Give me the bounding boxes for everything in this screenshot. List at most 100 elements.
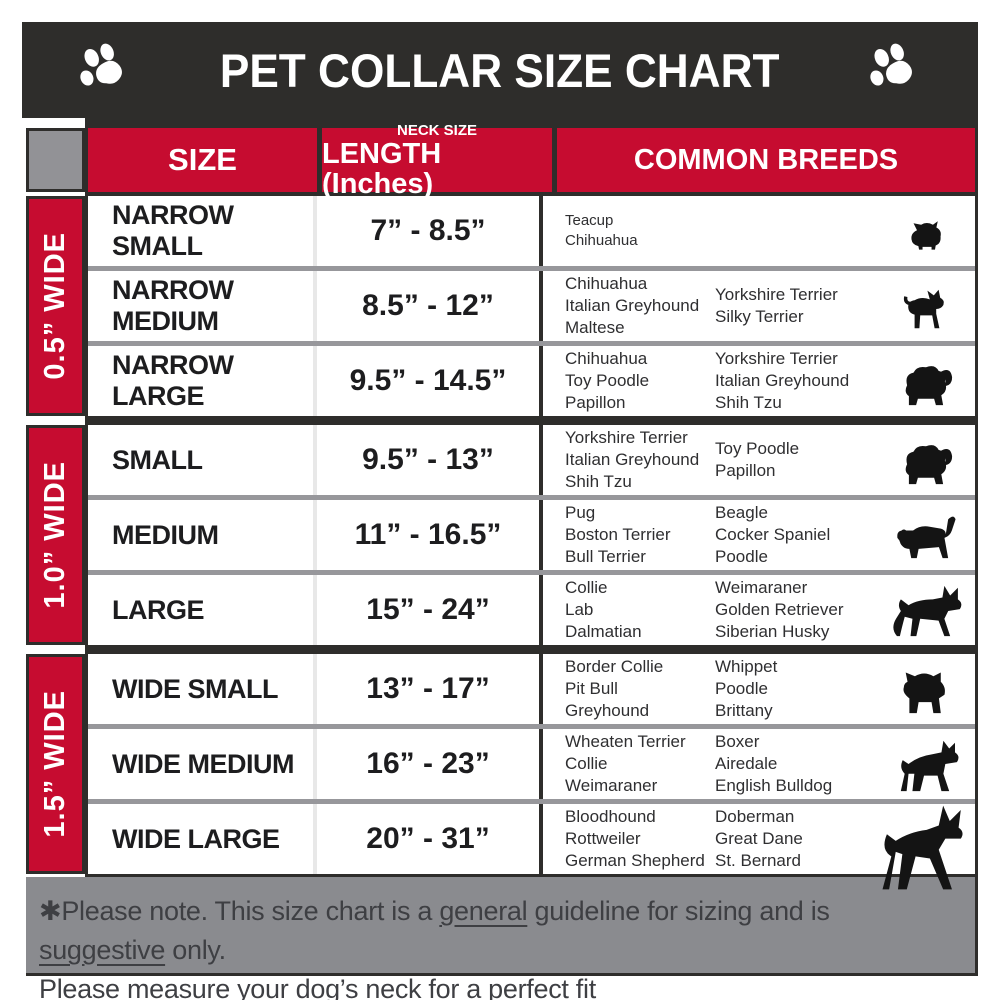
size-label: NARROW MEDIUM — [112, 275, 234, 336]
table-header-row: SIZE NECK SIZE LENGTH (Inches) COMMON BR… — [88, 122, 975, 199]
neck-size-cell: 13” - 17” — [317, 654, 543, 724]
table-row-wide-large: WIDE LARGE 20” - 31” Bloodhound Rottweil… — [88, 804, 975, 890]
beagle-icon — [897, 516, 956, 559]
table-row-narrow-medium: NARROW MEDIUM 8.5” - 12” Chihuahua Itali… — [88, 271, 975, 341]
chart-body: 0.5” WIDE 1.0” WIDE 1.5” WIDE SIZE NECK … — [22, 118, 978, 890]
note-underlined-word: suggestive — [39, 935, 166, 965]
footer-line-1: ✱Please note. This size chart is a gener… — [39, 892, 957, 970]
paw-print-icon — [870, 43, 912, 86]
width-rail: 0.5” WIDE 1.0” WIDE 1.5” WIDE — [22, 118, 85, 874]
size-label: WIDE MEDIUM — [112, 748, 294, 779]
table-row-narrow-large: NARROW LARGE 9.5” - 14.5” Chihuahua Toy … — [88, 346, 975, 416]
pekingese-icon — [905, 445, 953, 485]
breeds-list-2: Doberman Great Dane St. Bernard — [715, 807, 803, 870]
breeds-list-1: Chihuahua Italian Greyhound Maltese — [565, 274, 700, 337]
breeds-list-1: Teacup Chihuahua — [565, 212, 638, 249]
header-size: SIZE — [88, 128, 317, 192]
breeds-cell: Chihuahua Italian Greyhound Maltese York… — [543, 271, 975, 341]
breeds-list-1: Collie Lab Dalmatian — [565, 578, 642, 641]
width-band-1.0: 1.0” WIDE — [26, 425, 85, 645]
size-cell: NARROW LARGE — [88, 346, 317, 416]
breeds-list-2: Toy Poodle Papillon — [715, 439, 800, 480]
note-text: guideline for sizing and is — [527, 896, 830, 926]
size-cell: MEDIUM — [88, 500, 317, 570]
breeds-list-1: Yorkshire Terrier Italian Greyhound Shih… — [565, 428, 700, 491]
breeds-list-1: Border Collie Pit Bull Greyhound — [565, 657, 664, 720]
table-row-narrow-small: NARROW SMALL 7” - 8.5” Teacup Chihuahua — [88, 196, 975, 266]
header-neck-length-label: LENGTH (Inches) — [322, 137, 442, 200]
size-cell: LARGE — [88, 575, 317, 645]
neck-size-value: 9.5” - 14.5” — [349, 364, 507, 397]
neck-size-value: 7” - 8.5” — [370, 214, 486, 247]
neck-size-cell: 9.5” - 13” — [317, 425, 543, 495]
yorkshire-terrier-icon — [911, 221, 941, 250]
breeds-list-2: Weimaraner Golden Retriever Siberian Hus… — [715, 578, 844, 641]
title-bar: PET COLLAR SIZE CHART — [22, 22, 978, 118]
size-cell: SMALL — [88, 425, 317, 495]
neck-size-cell: 8.5” - 12” — [317, 271, 543, 341]
page-title: PET COLLAR SIZE CHART — [220, 43, 780, 97]
neck-size-value: 20” - 31” — [366, 822, 490, 855]
size-label: WIDE LARGE — [112, 823, 280, 854]
neck-size-cell: 15” - 24” — [317, 575, 543, 645]
breeds-list-1: Bloodhound Rottweiler German Shepherd — [565, 807, 705, 870]
breeds-cell: Bloodhound Rottweiler German Shepherd Do… — [543, 804, 975, 890]
neck-size-value: 13” - 17” — [366, 672, 490, 705]
note-text: only. — [165, 935, 226, 965]
size-label: NARROW SMALL — [112, 200, 234, 261]
size-cell: WIDE MEDIUM — [88, 729, 317, 799]
doberman-icon — [882, 805, 963, 890]
size-label: LARGE — [112, 594, 205, 625]
neck-size-cell: 7” - 8.5” — [317, 196, 543, 266]
table-row-large: LARGE 15” - 24” Collie Lab Dalmatian Wei… — [88, 575, 975, 645]
table-row-medium: MEDIUM 11” - 16.5” Pug Boston Terrier Bu… — [88, 500, 975, 570]
size-cell: NARROW MEDIUM — [88, 271, 317, 341]
section-1.0-wide: SMALL 9.5” - 13” Yorkshire Terrier Itali… — [88, 425, 975, 645]
breeds-list-2: Yorkshire Terrier Silky Terrier — [715, 285, 838, 326]
breeds-list-2: Yorkshire Terrier Italian Greyhound Shih… — [715, 349, 850, 412]
header-neck-size: NECK SIZE LENGTH (Inches) — [322, 122, 552, 199]
table-row-small: SMALL 9.5” - 13” Yorkshire Terrier Itali… — [88, 425, 975, 495]
neck-size-cell: 20” - 31” — [317, 804, 543, 874]
breeds-cell: Teacup Chihuahua — [543, 196, 975, 266]
breeds-cell: Pug Boston Terrier Bull Terrier Beagle C… — [543, 500, 975, 570]
pit-bull-icon — [900, 740, 959, 792]
width-band-1.5: 1.5” WIDE — [26, 654, 85, 874]
breeds-cell: Chihuahua Toy Poodle Papillon Yorkshire … — [543, 346, 975, 416]
paw-print-icon — [80, 43, 122, 86]
header-common-breeds: COMMON BREEDS — [557, 128, 975, 192]
neck-size-value: 8.5” - 12” — [362, 289, 494, 322]
breeds-cell: Yorkshire Terrier Italian Greyhound Shih… — [543, 425, 975, 495]
neck-size-value: 11” - 16.5” — [354, 518, 502, 551]
size-label: WIDE SMALL — [112, 673, 278, 704]
note-text: ✱Please note. This size chart is a — [39, 896, 440, 926]
header-size-label: SIZE — [168, 142, 237, 177]
chihuahua-icon — [903, 289, 944, 329]
neck-size-value: 9.5” - 13” — [362, 443, 494, 476]
breeds-list-1: Chihuahua Toy Poodle Papillon — [565, 349, 650, 412]
neck-size-cell: 16” - 23” — [317, 729, 543, 799]
breeds-list-2: Boxer Airedale English Bulldog — [715, 732, 833, 795]
size-label: SMALL — [112, 444, 203, 475]
neck-size-value: 16” - 23” — [366, 747, 490, 780]
footer-line-2: Please measure your dog’s neck for a per… — [39, 974, 596, 1000]
section-1.5-wide: WIDE SMALL 13” - 17” Border Collie Pit B… — [88, 654, 975, 890]
header-neck-size-label: NECK SIZE — [396, 121, 477, 139]
breeds-list-2: Whippet Poodle Brittany — [715, 657, 778, 720]
size-label: MEDIUM — [112, 519, 219, 550]
size-cell: NARROW SMALL — [88, 196, 317, 266]
section-0.5-wide: NARROW SMALL 7” - 8.5” Teacup Chihuahua … — [88, 196, 975, 416]
size-cell: WIDE SMALL — [88, 654, 317, 724]
breeds-list-1: Wheaten Terrier Collie Weimaraner — [565, 732, 686, 795]
breeds-cell: Collie Lab Dalmatian Weimaraner Golden R… — [543, 575, 975, 645]
table-row-wide-medium: WIDE MEDIUM 16” - 23” Wheaten Terrier Co… — [88, 729, 975, 799]
size-label: NARROW LARGE — [112, 350, 234, 411]
note-underlined-word: general — [439, 896, 528, 926]
size-cell: WIDE LARGE — [88, 804, 317, 874]
breeds-list-2: Beagle Cocker Spaniel Poodle — [715, 503, 831, 566]
shih-tzu-icon — [905, 366, 953, 406]
bulldog-icon — [903, 672, 945, 714]
width-label: 0.5” WIDE — [39, 232, 71, 380]
neck-size-cell: 9.5” - 14.5” — [317, 346, 543, 416]
